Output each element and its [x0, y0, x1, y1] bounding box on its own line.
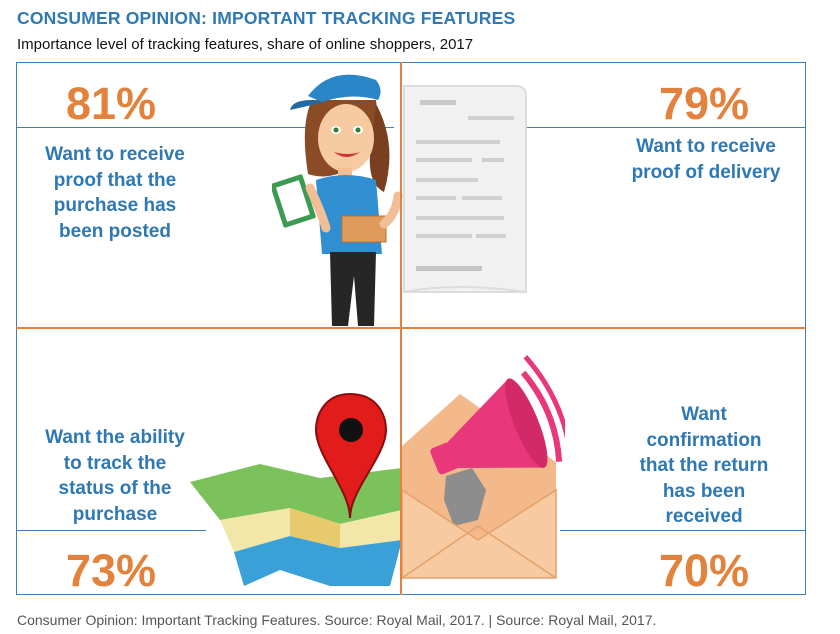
receipt-illustration	[403, 85, 527, 293]
stat-percent-track-status: 73%	[66, 545, 157, 596]
stat-percent-proof-posted: 81%	[66, 78, 157, 129]
infographic-subtitle: Importance level of tracking features, s…	[17, 36, 474, 53]
divider-line	[16, 127, 394, 128]
infographic-title: CONSUMER OPINION: IMPORTANT TRACKING FEA…	[17, 8, 516, 28]
divider-line	[560, 530, 806, 531]
stat-label-proof-posted: Want to receive proof that the purchase …	[45, 144, 185, 242]
stat-label-return-confirmation: Want confirmation that the return has be…	[639, 404, 769, 527]
megaphone-envelope-illustration	[401, 355, 565, 579]
map-pin-illustration	[190, 392, 402, 586]
stat-percent-return-confirmation: 70%	[659, 545, 750, 596]
stat-label-track-status: Want the ability to track the status of …	[45, 427, 185, 525]
source-footnote: Consumer Opinion: Important Tracking Fea…	[17, 612, 657, 628]
courier-illustration	[272, 74, 403, 326]
divider-line	[16, 530, 206, 531]
divider-line	[525, 127, 806, 128]
stat-percent-proof-delivery: 79%	[659, 78, 750, 129]
horizontal-divider	[16, 327, 806, 329]
stat-label-proof-delivery: Want to receive proof of delivery	[631, 136, 781, 183]
